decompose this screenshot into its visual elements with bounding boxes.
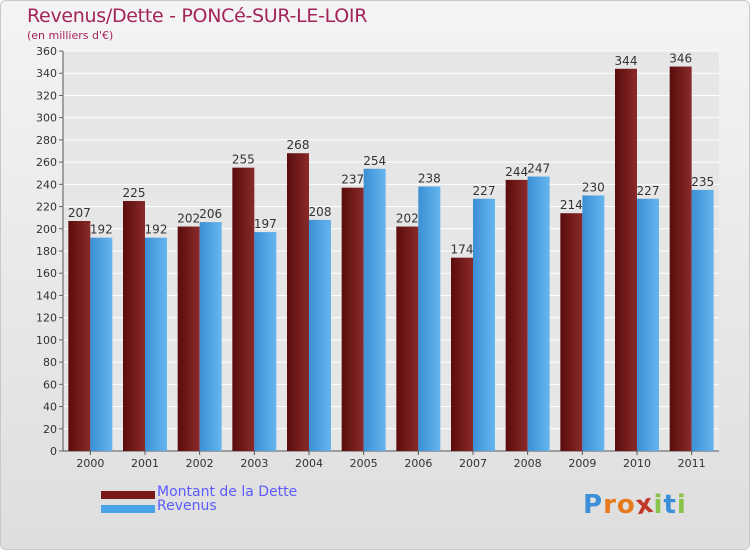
bar-dette bbox=[505, 179, 528, 451]
legend-label-revenus: Revenus bbox=[157, 498, 217, 514]
data-label: 255 bbox=[232, 153, 255, 167]
y-tick-label: 360 bbox=[36, 45, 57, 58]
data-label: 227 bbox=[637, 184, 660, 198]
y-tick-label: 240 bbox=[36, 178, 57, 191]
bar-revenus bbox=[691, 189, 714, 451]
x-tick-label: 2011 bbox=[678, 457, 706, 470]
x-tick-label: 2010 bbox=[623, 457, 651, 470]
data-label: 237 bbox=[341, 173, 364, 187]
data-label: 268 bbox=[287, 138, 310, 152]
data-label: 202 bbox=[396, 212, 419, 226]
bar-dette bbox=[341, 187, 364, 451]
bar-revenus bbox=[418, 186, 441, 452]
bar-dette bbox=[560, 213, 583, 451]
data-label: 227 bbox=[473, 184, 496, 198]
data-label: 214 bbox=[560, 198, 583, 212]
logo-letter: t bbox=[663, 490, 677, 520]
data-label: 230 bbox=[582, 180, 605, 194]
y-tick-label: 100 bbox=[36, 334, 57, 347]
bar-revenus bbox=[90, 237, 113, 451]
data-label: 225 bbox=[123, 186, 146, 200]
y-tick-label: 60 bbox=[43, 378, 57, 391]
x-tick-label: 2003 bbox=[240, 457, 268, 470]
y-tick-label: 0 bbox=[50, 445, 57, 458]
bar-revenus bbox=[637, 198, 659, 451]
legend-label-dette: Montant de la Dette bbox=[157, 484, 298, 500]
logo-letter: o bbox=[616, 490, 636, 520]
bar-dette bbox=[287, 153, 309, 451]
x-tick-label: 2001 bbox=[131, 457, 159, 470]
x-tick-label: 2006 bbox=[404, 457, 432, 470]
y-tick-label: 160 bbox=[36, 267, 57, 280]
data-label: 192 bbox=[90, 223, 113, 237]
proxiti-logo: Proxiti bbox=[583, 489, 687, 522]
data-label: 235 bbox=[691, 175, 714, 189]
y-tick-label: 120 bbox=[36, 312, 57, 325]
y-tick-label: 280 bbox=[36, 134, 57, 147]
x-tick-label: 2000 bbox=[76, 457, 104, 470]
x-tick-label: 2004 bbox=[295, 457, 323, 470]
data-label: 206 bbox=[199, 207, 222, 221]
logo-letter: r bbox=[603, 490, 617, 520]
x-tick-label: 2005 bbox=[350, 457, 378, 470]
bar-revenus bbox=[473, 198, 495, 451]
x-tick-label: 2002 bbox=[186, 457, 214, 470]
data-label: 247 bbox=[527, 162, 550, 176]
x-tick-label: 2008 bbox=[514, 457, 542, 470]
chart-subtitle: (en milliers d'€) bbox=[27, 29, 114, 42]
logo-letter: i bbox=[653, 490, 664, 520]
data-label: 207 bbox=[68, 206, 91, 220]
bar-revenus bbox=[527, 176, 550, 452]
data-label: 208 bbox=[309, 205, 332, 219]
data-label: 238 bbox=[418, 172, 441, 186]
y-tick-label: 140 bbox=[36, 289, 57, 302]
bar-dette bbox=[396, 226, 419, 451]
y-tick-label: 220 bbox=[36, 201, 57, 214]
y-tick-label: 300 bbox=[36, 112, 57, 125]
data-label: 244 bbox=[505, 165, 528, 179]
bar-dette bbox=[669, 66, 692, 452]
y-tick-label: 200 bbox=[36, 223, 57, 236]
data-label: 344 bbox=[615, 54, 638, 68]
legend-swatch-revenus bbox=[101, 505, 155, 513]
x-tick-label: 2009 bbox=[568, 457, 596, 470]
data-label: 192 bbox=[145, 223, 168, 237]
bar-revenus bbox=[199, 222, 222, 451]
bar-revenus bbox=[145, 237, 167, 451]
bar-dette bbox=[232, 167, 255, 451]
y-tick-label: 260 bbox=[36, 156, 57, 169]
bar-revenus bbox=[582, 195, 605, 451]
data-label: 174 bbox=[451, 243, 474, 257]
chart-title: Revenus/Dette - PONCé-SUR-LE-LOIR bbox=[27, 5, 368, 27]
legend-swatch-dette bbox=[101, 491, 155, 499]
logo-letter: i bbox=[676, 490, 687, 520]
bar-revenus bbox=[254, 232, 277, 451]
logo-letter: P bbox=[583, 490, 604, 520]
data-label: 202 bbox=[177, 212, 200, 226]
bar-revenus bbox=[363, 168, 386, 451]
y-tick-label: 320 bbox=[36, 89, 57, 102]
y-tick-label: 20 bbox=[43, 423, 57, 436]
bar-dette bbox=[177, 226, 200, 451]
bar-dette bbox=[451, 257, 473, 451]
y-tick-label: 340 bbox=[36, 67, 57, 80]
data-label: 346 bbox=[669, 52, 692, 66]
y-tick-label: 80 bbox=[43, 356, 57, 369]
bar-dette bbox=[615, 68, 637, 452]
y-tick-label: 40 bbox=[43, 401, 57, 414]
x-tick-label: 2007 bbox=[459, 457, 487, 470]
data-label: 197 bbox=[254, 217, 277, 231]
y-tick-label: 180 bbox=[36, 245, 57, 258]
bar-revenus bbox=[309, 219, 331, 451]
bar-dette bbox=[123, 201, 145, 451]
bar-dette bbox=[68, 221, 91, 451]
data-label: 254 bbox=[363, 154, 386, 168]
